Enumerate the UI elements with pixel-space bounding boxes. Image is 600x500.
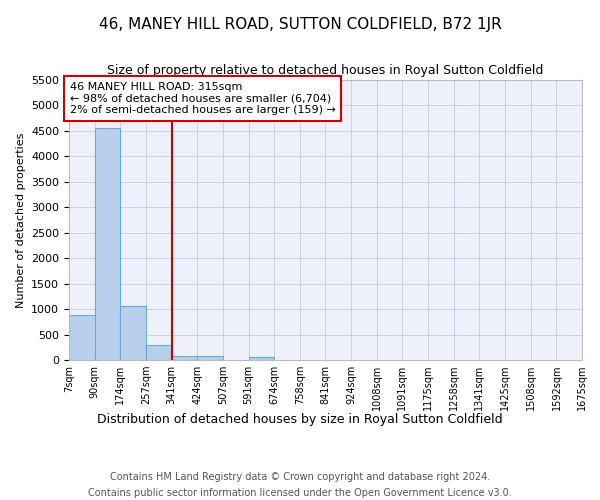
Bar bbox=[121, 306, 146, 360]
Bar bbox=[69, 315, 95, 360]
Text: Contains HM Land Registry data © Crown copyright and database right 2024.: Contains HM Land Registry data © Crown c… bbox=[110, 472, 490, 482]
Bar bbox=[248, 357, 274, 360]
Bar bbox=[197, 356, 223, 360]
Bar bbox=[172, 356, 197, 360]
Bar bbox=[95, 128, 121, 360]
Text: 46, MANEY HILL ROAD, SUTTON COLDFIELD, B72 1JR: 46, MANEY HILL ROAD, SUTTON COLDFIELD, B… bbox=[98, 18, 502, 32]
Text: Contains public sector information licensed under the Open Government Licence v3: Contains public sector information licen… bbox=[88, 488, 512, 498]
Text: 46 MANEY HILL ROAD: 315sqm
← 98% of detached houses are smaller (6,704)
2% of se: 46 MANEY HILL ROAD: 315sqm ← 98% of deta… bbox=[70, 82, 336, 115]
Bar bbox=[146, 346, 172, 360]
Title: Size of property relative to detached houses in Royal Sutton Coldfield: Size of property relative to detached ho… bbox=[107, 64, 544, 78]
Y-axis label: Number of detached properties: Number of detached properties bbox=[16, 132, 26, 308]
Text: Distribution of detached houses by size in Royal Sutton Coldfield: Distribution of detached houses by size … bbox=[97, 412, 503, 426]
